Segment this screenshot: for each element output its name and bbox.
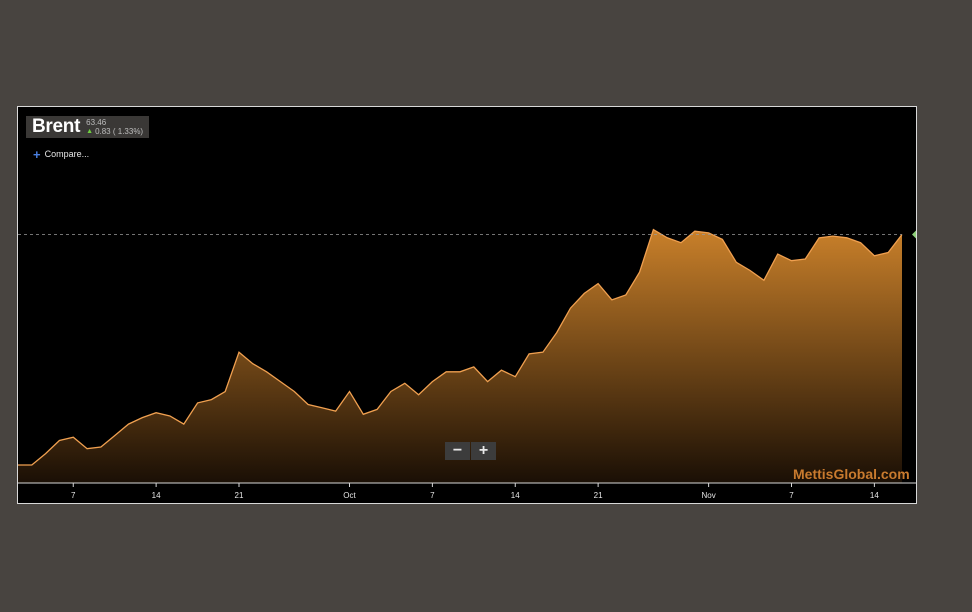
series-line [18, 228, 903, 466]
price-chart[interactable]: 71421Oct71421Nov71421Dec55.0057.5060.006… [18, 107, 916, 503]
compare-button[interactable]: + Compare... [33, 146, 90, 162]
zoom-controls: − + [445, 442, 496, 460]
watermark: MettisGlobal.com [793, 466, 910, 482]
x-tick-label: 7 [789, 491, 794, 500]
plus-icon: + [33, 146, 41, 162]
x-tick-label: 14 [152, 491, 161, 500]
x-tick-label: 14 [870, 491, 879, 500]
change-value: 0.83 ( 1.33%) [95, 127, 144, 136]
last-price-tag: 63.46 [912, 230, 916, 239]
instrument-legend: Brent 63.46 ▲ 0.83 ( 1.33%) [26, 116, 150, 138]
last-price: 63.46 [86, 118, 107, 127]
compare-label: Compare... [44, 149, 90, 159]
chart-frame: 71421Oct71421Nov71421Dec55.0057.5060.006… [17, 106, 917, 504]
x-tick-label: 7 [430, 491, 435, 500]
x-tick-label: Oct [343, 491, 356, 500]
up-arrow-icon: ▲ [86, 128, 94, 135]
x-tick-label: 21 [594, 491, 603, 500]
instrument-name: Brent [32, 116, 81, 137]
series-area [18, 229, 902, 483]
x-tick-label: 7 [71, 491, 76, 500]
x-tick-label: 14 [511, 491, 520, 500]
x-tick-label: 21 [235, 491, 244, 500]
zoom-in-button[interactable]: + [471, 442, 496, 460]
change-line: ▲ 0.83 ( 1.33%) [86, 127, 143, 136]
zoom-out-button[interactable]: − [445, 442, 470, 460]
legend-values: 63.46 ▲ 0.83 ( 1.33%) [86, 118, 143, 136]
x-tick-label: Nov [702, 491, 716, 500]
